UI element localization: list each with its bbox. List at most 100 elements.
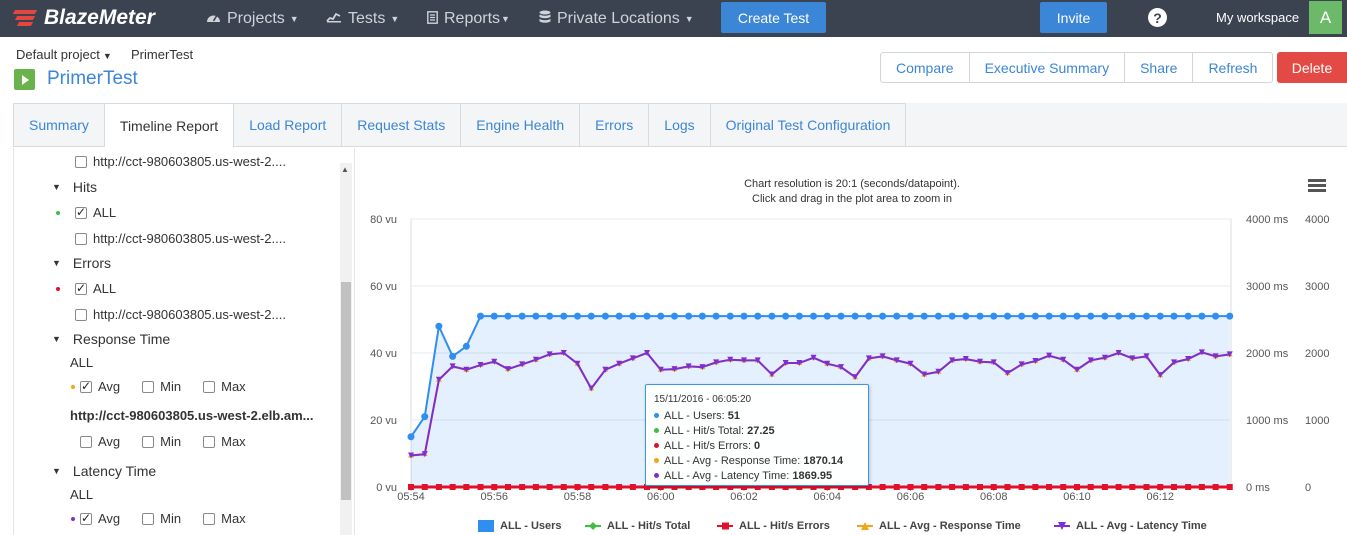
tree-item-hits-url[interactable]: http://cct-980603805.us-west-2.... (75, 231, 286, 246)
legend-item-hits-errors[interactable]: ALL - Hit/s Errors (717, 520, 830, 532)
workspace-switcher[interactable]: My workspace (1216, 10, 1300, 25)
tab-engine-health[interactable]: Engine Health (461, 103, 581, 147)
checkbox[interactable] (142, 380, 155, 393)
option-min[interactable]: Min (142, 379, 181, 394)
latency-time-point (644, 350, 651, 356)
document-icon (427, 10, 438, 27)
group-label: Latency Time (72, 463, 157, 479)
users-point (615, 312, 623, 320)
tree-item-errors-url[interactable]: http://cct-980603805.us-west-2.... (75, 307, 286, 322)
checkbox[interactable] (75, 155, 87, 168)
avatar[interactable]: A (1309, 1, 1342, 34)
checkbox[interactable] (75, 308, 87, 321)
option-avg[interactable]: Avg (80, 434, 120, 449)
latency-time-point (1087, 357, 1094, 364)
checkbox[interactable] (80, 435, 92, 448)
legend-item-users[interactable]: ALL - Users (478, 520, 562, 532)
checkbox[interactable] (203, 512, 216, 525)
option-min[interactable]: Min (142, 511, 181, 526)
tree-item-hits-all[interactable]: ALL (75, 205, 116, 220)
project-dropdown[interactable]: Default project ▼ (16, 47, 112, 62)
users-point (754, 312, 762, 320)
tab-logs[interactable]: Logs (649, 103, 711, 147)
option-max[interactable]: Max (203, 379, 246, 394)
nav-tests[interactable]: Tests ▼ (326, 0, 399, 37)
tab-request-stats[interactable]: Request Stats (342, 103, 462, 147)
hits-errors-point (1018, 484, 1025, 490)
tree-group-latency-time[interactable]: ▼ Latency Time (52, 463, 156, 479)
tree-item-url-top[interactable]: http://cct-980603805.us-west-2.... (75, 154, 286, 169)
legend-item-latency-time[interactable]: ALL - Avg - Latency Time (1054, 520, 1207, 532)
chart-menu-icon[interactable] (1308, 179, 1326, 193)
checkbox[interactable] (75, 232, 87, 245)
tab-original-test-configuration[interactable]: Original Test Configuration (710, 103, 907, 147)
nav-private-locations-label: Private Locations (557, 9, 680, 27)
checkbox[interactable] (203, 380, 216, 393)
tab-summary[interactable]: Summary (13, 103, 105, 147)
invite-button[interactable]: Invite (1040, 2, 1107, 33)
chevron-down-icon: ▼ (390, 13, 400, 24)
option-max[interactable]: Max (203, 511, 246, 526)
nav-projects-label: Projects (227, 9, 285, 27)
scroll-up-arrow-icon[interactable]: ▲ (341, 165, 349, 174)
users-point (601, 312, 609, 320)
tab-errors[interactable]: Errors (580, 103, 650, 147)
legend-item-hits-total[interactable]: ALL - Hit/s Total (585, 520, 690, 532)
users-point (1143, 312, 1151, 320)
tree-group-hits[interactable]: ▼ Hits (52, 179, 97, 195)
latency-time-point (560, 350, 567, 356)
response-url-options: Avg Min Max (80, 434, 268, 449)
tab-load-report[interactable]: Load Report (234, 103, 343, 147)
option-max[interactable]: Max (203, 434, 246, 449)
users-point (435, 322, 443, 330)
delete-button[interactable]: Delete (1277, 52, 1347, 83)
share-button[interactable]: Share (1125, 53, 1194, 82)
legend-item-response-time[interactable]: ALL - Avg - Response Time (857, 520, 1021, 532)
option-avg[interactable]: Avg (80, 511, 120, 526)
nav-projects[interactable]: Projects ▼ (206, 0, 299, 37)
latency-time-point (671, 366, 678, 373)
scrollbar-thumb[interactable] (341, 282, 351, 500)
latency-time-point (1226, 351, 1233, 358)
checkbox[interactable] (203, 435, 216, 448)
executive-summary-button[interactable]: Executive Summary (970, 53, 1126, 82)
breadcrumb-test[interactable]: PrimerTest (131, 47, 194, 62)
latency-time-point (949, 357, 956, 364)
x-tick: 06:10 (1063, 491, 1091, 503)
tree-item-errors-all[interactable]: ALL (75, 281, 116, 296)
hits-errors-point (824, 484, 831, 490)
latency-time-point (921, 371, 928, 378)
latency-time-point (1185, 356, 1192, 363)
option-avg[interactable]: Avg (80, 379, 120, 394)
tab-timeline-report[interactable]: Timeline Report (104, 103, 235, 148)
nav-private-locations[interactable]: Private Locations ▼ (539, 0, 694, 37)
run-test-icon[interactable] (14, 69, 35, 90)
checkbox[interactable] (142, 512, 155, 525)
help-icon[interactable]: ? (1148, 8, 1167, 27)
checkbox-checked[interactable] (75, 281, 87, 295)
checkbox-checked[interactable] (75, 205, 87, 219)
latency-time-point (519, 361, 526, 368)
latency-time-point (782, 360, 789, 367)
subgroup-label-all: ALL (70, 487, 94, 502)
nav-reports[interactable]: Reports ▼ (427, 0, 510, 37)
blazemeter-logo[interactable]: BlazeMeter (12, 6, 155, 30)
tree-group-errors[interactable]: ▼ Errors (52, 255, 111, 271)
checkbox-checked[interactable] (80, 379, 92, 393)
hits-errors-point (463, 484, 470, 490)
hits-errors-point (546, 484, 553, 490)
compare-button[interactable]: Compare (881, 53, 970, 82)
checkbox-checked[interactable] (80, 511, 92, 525)
option-min[interactable]: Min (142, 434, 181, 449)
users-point (768, 312, 776, 320)
hits-errors-point (962, 484, 969, 490)
y-left-tick: 20 vu (370, 415, 397, 427)
users-point (712, 312, 720, 320)
create-test-button[interactable]: Create Test (721, 2, 826, 33)
latency-time-point (1101, 354, 1108, 361)
refresh-button[interactable]: Refresh (1208, 59, 1258, 76)
checkbox[interactable] (142, 435, 155, 448)
tree-group-response-time[interactable]: ▼ Response Time (52, 331, 170, 347)
hits-errors-point (1143, 484, 1150, 490)
users-point (740, 312, 748, 320)
